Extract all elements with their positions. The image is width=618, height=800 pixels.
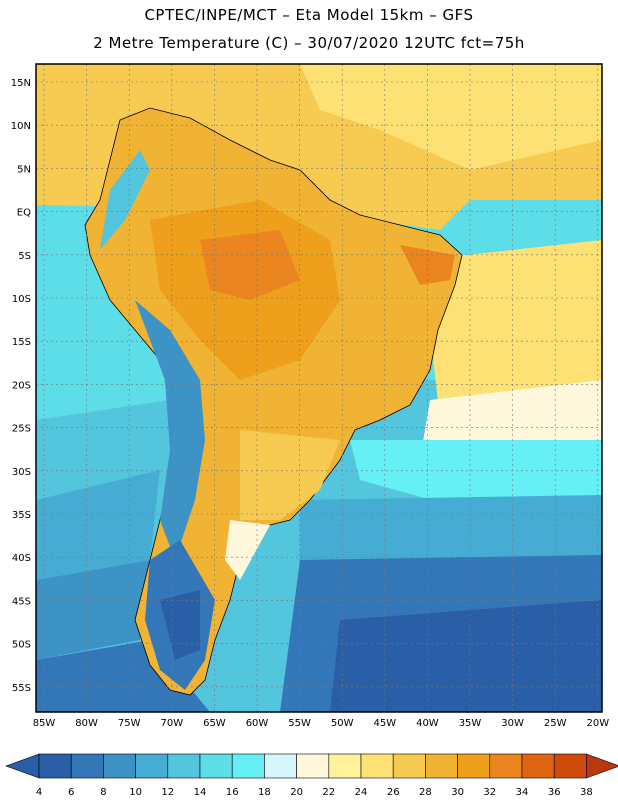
colorbar-value: 20 [290,787,303,798]
lon-label: 75W [118,718,141,729]
colorbar-value: 24 [355,787,368,798]
lat-label: EQ [17,208,31,219]
lat-label: 35S [12,510,31,521]
colorbar-segment [360,753,394,779]
colorbar-value: 26 [387,787,400,798]
colorbar-segment [199,753,233,779]
colorbar-segment [457,753,491,779]
lon-label: 25W [544,718,567,729]
colorbar-value: 14 [194,787,207,798]
latitude-labels: 15N 10N 5N EQ 5S 10S 15S 20S 25S 30S 35S 40S 45S 50S 5… [11,78,31,694]
lon-label: 20W [586,718,609,729]
colorbar-segment [553,753,587,779]
colorbar-right-arrow [586,753,618,779]
colorbar-value: 34 [516,787,529,798]
lon-label: 40W [416,718,439,729]
lon-label: 30W [501,718,524,729]
colorbar-value: 6 [68,787,74,798]
lat-label: 40S [12,553,31,564]
colorbar-segment [167,753,201,779]
lat-label: 50S [12,640,31,651]
colorbar-segment [489,753,523,779]
colorbar-value: 38 [580,787,593,798]
colorbar-value: 32 [483,787,496,798]
lon-label: 35W [459,718,482,729]
colorbar-labels: 4 6 8 10 12 14 16 18 20 22 24 26 28 30 32 34 36 38 [36,787,593,798]
colorbar-value: 22 [322,787,335,798]
colorbar-left-arrow [5,753,40,779]
colorbar-value: 16 [226,787,239,798]
colorbar-segment [296,753,330,779]
colorbar-value: 28 [419,787,432,798]
lat-label: 10N [11,121,31,132]
colorbar-segment [70,753,104,779]
colorbar-segment [425,753,458,779]
colorbar-segment [231,753,265,779]
colorbar-segment [38,753,72,779]
lon-label: 70W [160,718,183,729]
lon-label: 60W [246,718,269,729]
colorbar-value: 8 [100,787,106,798]
colorbar [5,753,618,779]
colorbar-segment [521,753,555,779]
colorbar-segment [328,753,362,779]
lon-label: 45W [373,718,396,729]
lat-label: 15S [12,337,31,348]
longitude-labels: 85W 80W 75W 70W 65W 60W 55W 50W 45W 40W 35W 30W 25W 2… [33,718,610,729]
lat-label: 20S [12,380,31,391]
lat-label: 55S [12,683,31,694]
colorbar-value: 4 [36,787,42,798]
graticule [36,64,602,712]
lon-label: 50W [331,718,354,729]
lat-label: 5N [17,164,31,175]
lat-label: 5S [18,251,31,262]
colorbar-value: 36 [548,787,561,798]
lon-label: 85W [33,718,56,729]
lat-label: 30S [12,467,31,478]
colorbar-segment [103,753,136,779]
colorbar-value: 12 [161,787,174,798]
colorbar-segment [392,753,426,779]
colorbar-segment [264,753,297,779]
map-frame [35,63,603,713]
lon-label: 65W [203,718,226,729]
chart-title-line-1: CPTEC/INPE/MCT – Eta Model 15km – GFS [144,6,474,24]
lat-label: 25S [12,424,31,435]
lat-label: 45S [12,596,31,607]
temperature-field [36,64,602,712]
lon-label: 80W [75,718,98,729]
lat-label: 10S [12,294,31,305]
chart-title-line-2: 2 Metre Temperature (C) – 30/07/2020 12U… [93,34,525,52]
colorbar-value: 18 [258,787,271,798]
colorbar-value: 10 [129,787,142,798]
colorbar-value: 30 [451,787,464,798]
lon-label: 55W [288,718,311,729]
lat-label: 15N [11,78,31,89]
colorbar-segment [135,753,169,779]
